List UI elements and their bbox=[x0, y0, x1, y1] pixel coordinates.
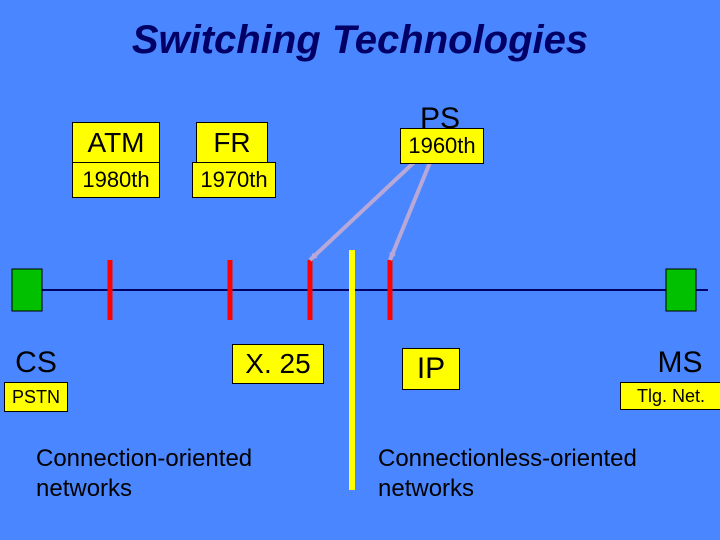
caption-left: Connection-oriented networks bbox=[36, 444, 252, 504]
node-d1980: 1980th bbox=[72, 162, 160, 198]
node-Tlg: Tlg. Net. bbox=[620, 382, 720, 410]
node-d1970: 1970th bbox=[192, 162, 276, 198]
caption-left-line2: networks bbox=[36, 474, 252, 504]
caption-right: Connectionless-oriented networks bbox=[378, 444, 637, 504]
node-X25: X. 25 bbox=[232, 344, 324, 384]
caption-right-line2: networks bbox=[378, 474, 637, 504]
node-d1960: 1960th bbox=[400, 128, 484, 164]
node-FR: FR bbox=[196, 122, 268, 164]
node-IP: IP bbox=[402, 348, 460, 390]
node-ATM: ATM bbox=[72, 122, 160, 164]
node-CS: CS bbox=[8, 344, 64, 382]
node-PSTN: PSTN bbox=[4, 382, 68, 412]
caption-left-line1: Connection-oriented bbox=[36, 444, 252, 474]
caption-right-line1: Connectionless-oriented bbox=[378, 444, 637, 474]
page-title: Switching Technologies bbox=[0, 18, 720, 63]
node-MS: MS bbox=[650, 344, 710, 382]
